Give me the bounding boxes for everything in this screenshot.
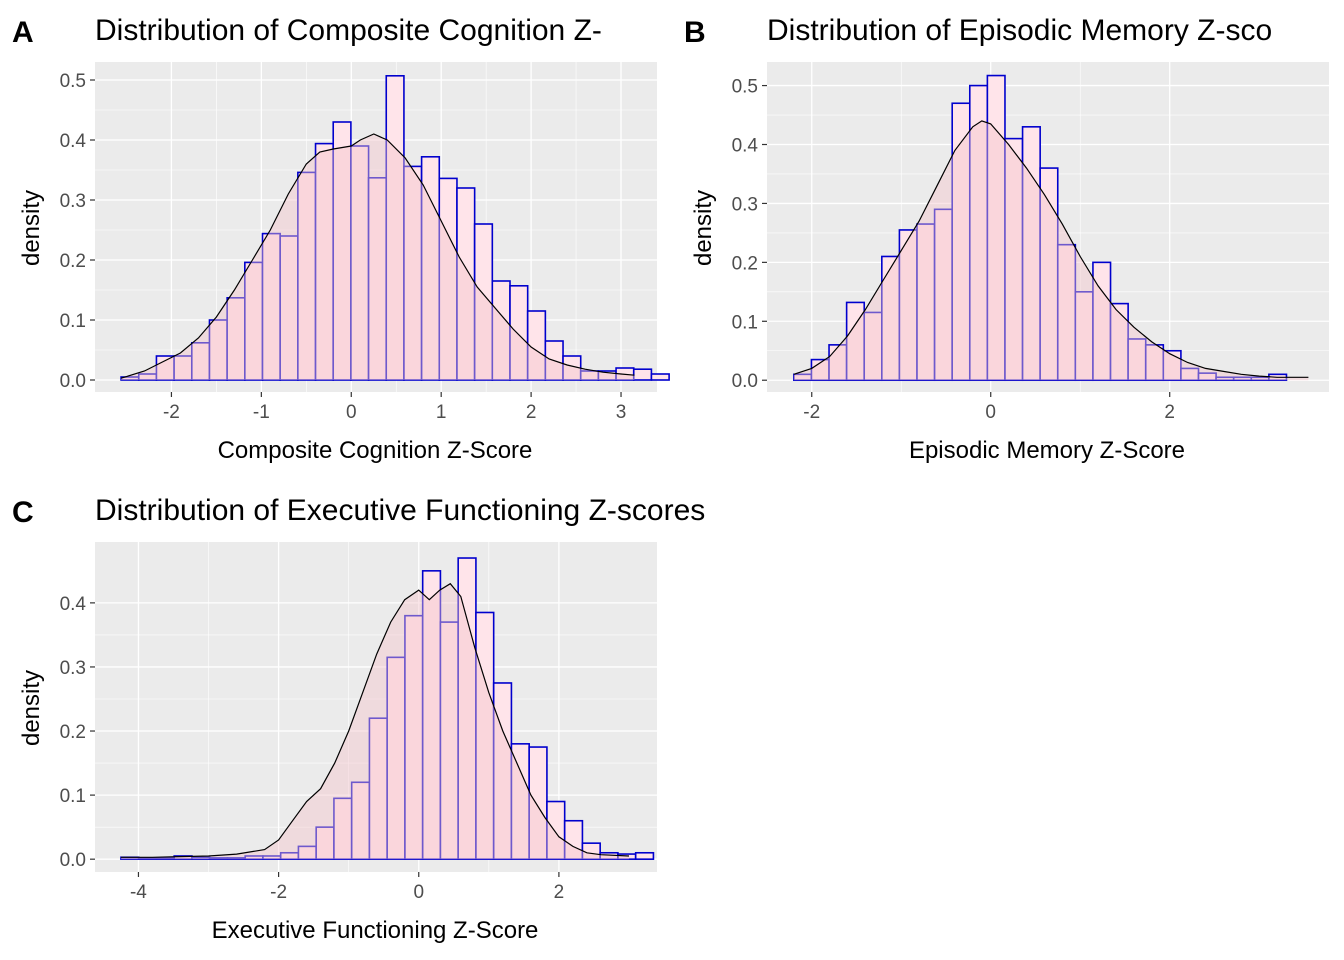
y-tick-label: 0.4 bbox=[60, 594, 87, 615]
y-tick-label: 0.2 bbox=[60, 722, 86, 743]
y-tick-label: 0.1 bbox=[60, 311, 86, 332]
x-axis-title: Composite Cognition Z-Score bbox=[218, 437, 533, 464]
y-tick-label: 0.5 bbox=[60, 71, 86, 92]
y-axis-title: density bbox=[690, 190, 717, 266]
histogram-bar bbox=[1162, 349, 1182, 382]
chart-title: Distribution of Executive Functioning Z-… bbox=[95, 494, 705, 527]
y-tick-label: 0.5 bbox=[732, 77, 758, 98]
x-tick-label: 0 bbox=[346, 402, 357, 423]
y-tick-label: 0.0 bbox=[60, 371, 86, 392]
y-tick-label: 0.4 bbox=[732, 136, 759, 157]
panel-tag: B bbox=[684, 16, 706, 49]
y-tick-label: 0.3 bbox=[732, 194, 758, 215]
y-tick-label: 0.1 bbox=[732, 312, 758, 333]
x-tick-label: -2 bbox=[270, 882, 287, 903]
y-tick-label: 0.3 bbox=[60, 658, 86, 679]
x-tick-label: -1 bbox=[253, 402, 270, 423]
x-tick-label: 0 bbox=[413, 882, 424, 903]
x-tick-label: -2 bbox=[803, 402, 820, 423]
y-tick-label: 0.2 bbox=[732, 253, 758, 274]
histogram-bar bbox=[634, 851, 655, 860]
panel-a: A Distribution of Composite Cognition Z-… bbox=[12, 14, 670, 464]
chart-title: Distribution of Composite Cognition Z- bbox=[95, 14, 602, 47]
y-tick-label: 0.1 bbox=[60, 786, 86, 807]
x-tick-label: -4 bbox=[130, 882, 147, 903]
x-tick-label: 2 bbox=[1164, 402, 1175, 423]
y-tick-label: 0.0 bbox=[732, 371, 758, 392]
density-curve bbox=[120, 582, 630, 858]
y-tick-label: 0.2 bbox=[60, 251, 86, 272]
x-tick-label: -2 bbox=[163, 402, 180, 423]
density-area bbox=[120, 583, 630, 860]
x-tick-label: 2 bbox=[526, 402, 537, 423]
density-area bbox=[793, 120, 1309, 381]
histogram-bar bbox=[632, 368, 653, 381]
y-tick-label: 0.3 bbox=[60, 191, 86, 212]
panel-b: B Distribution of Episodic Memory Z-sco … bbox=[684, 14, 1329, 464]
y-axis-title: density bbox=[18, 190, 45, 266]
panel-tag: A bbox=[12, 16, 34, 49]
panel-c: C Distribution of Executive Functioning … bbox=[12, 494, 705, 944]
histogram-bar bbox=[563, 819, 584, 860]
x-tick-label: 0 bbox=[985, 402, 996, 423]
y-tick-label: 0.0 bbox=[60, 850, 86, 871]
x-tick-label: 3 bbox=[616, 402, 627, 423]
density-curve bbox=[793, 120, 1309, 378]
x-tick-label: 2 bbox=[554, 882, 565, 903]
density-curve bbox=[120, 133, 635, 379]
x-tick-label: 1 bbox=[436, 402, 447, 423]
y-axis-title: density bbox=[18, 670, 45, 746]
histogram-bar bbox=[650, 373, 670, 381]
panel-tag: C bbox=[12, 496, 34, 529]
density-area bbox=[121, 134, 635, 380]
y-tick-label: 0.4 bbox=[60, 131, 87, 152]
chart-title: Distribution of Episodic Memory Z-sco bbox=[767, 14, 1272, 47]
x-axis-title: Executive Functioning Z-Score bbox=[212, 917, 539, 944]
x-axis-title: Episodic Memory Z-Score bbox=[909, 437, 1185, 464]
